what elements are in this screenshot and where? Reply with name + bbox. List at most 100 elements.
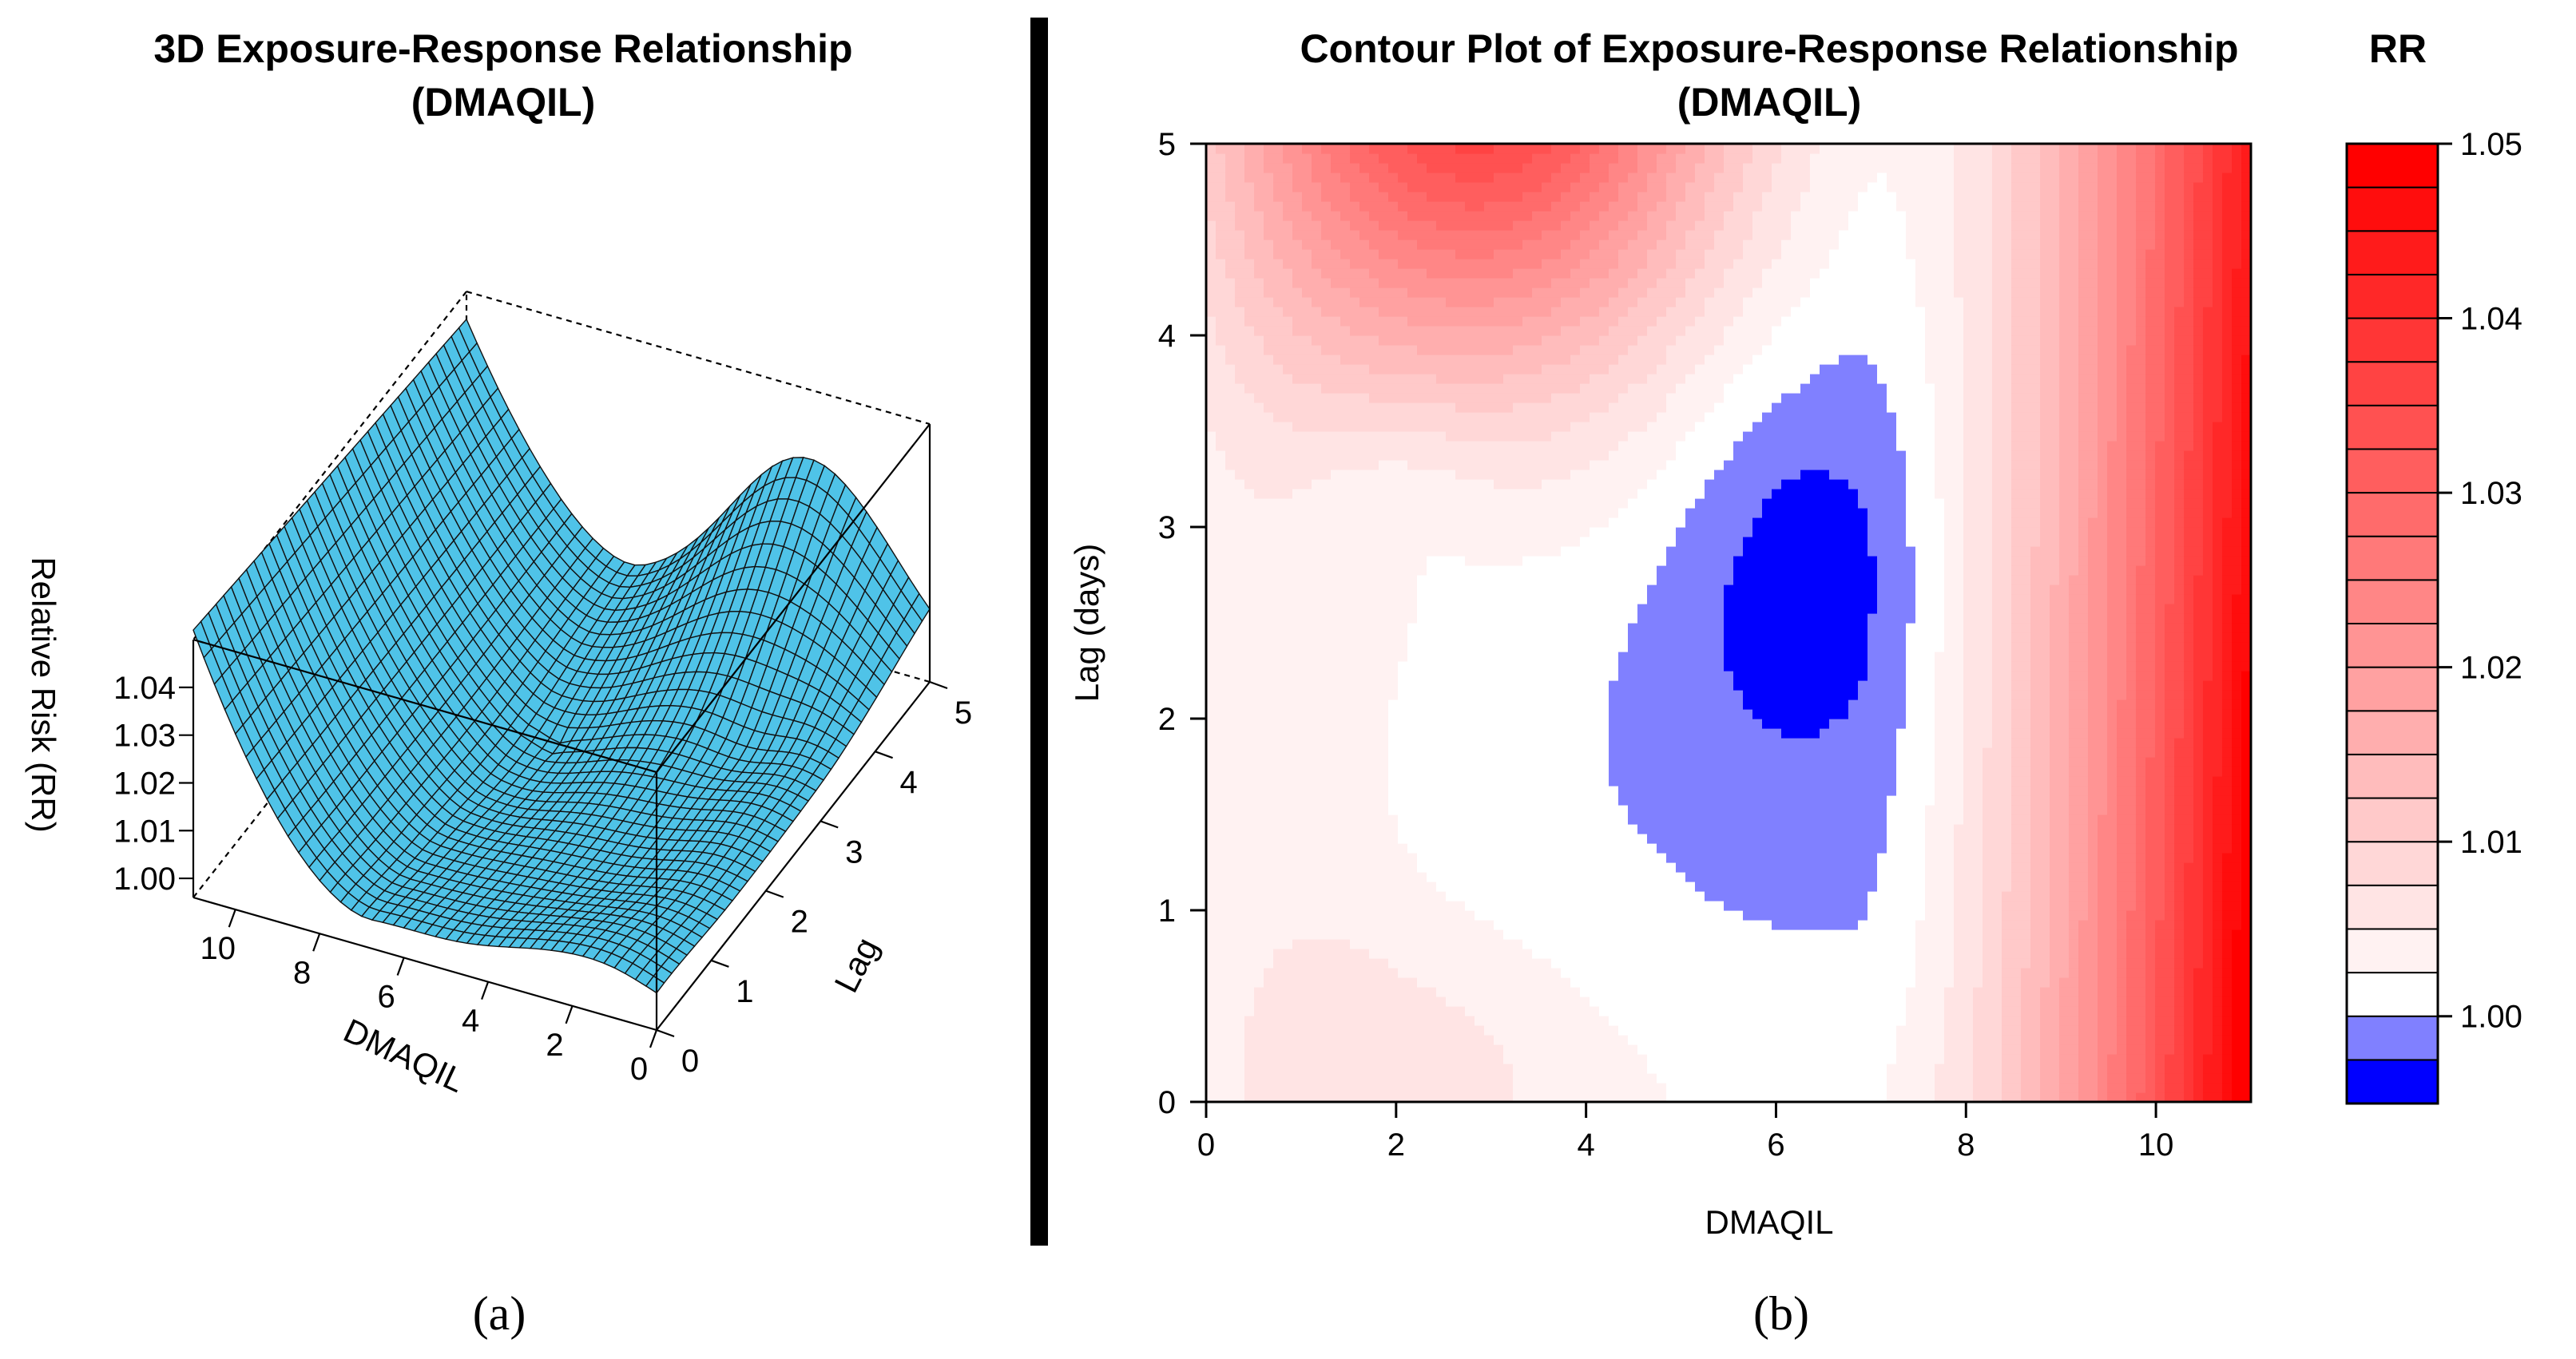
contour-cell bbox=[1321, 489, 1332, 499]
contour-cell bbox=[1436, 1025, 1447, 1036]
contour-cell bbox=[1359, 862, 1370, 873]
contour-cell bbox=[1417, 345, 1427, 355]
contour-cell bbox=[1398, 786, 1408, 796]
contour-cell bbox=[1455, 326, 1466, 336]
contour-cell bbox=[1369, 422, 1379, 432]
contour-cell bbox=[1350, 287, 1360, 298]
contour-cell bbox=[1427, 316, 1437, 327]
contour-cell bbox=[1379, 297, 1389, 307]
contour-cell bbox=[1359, 498, 1370, 509]
contour-cell bbox=[1494, 163, 1504, 173]
contour-cell bbox=[1407, 767, 1418, 777]
contour-cell bbox=[1417, 805, 1427, 815]
contour-cell bbox=[1484, 287, 1494, 298]
contour-cell bbox=[1244, 240, 1255, 250]
contour-cell bbox=[1369, 402, 1379, 413]
contour-cell bbox=[1513, 939, 1523, 949]
contour-cell bbox=[1369, 1073, 1379, 1084]
contour-cell bbox=[1216, 632, 1226, 643]
contour-cell bbox=[1427, 719, 1437, 729]
contour-cell bbox=[1331, 182, 1341, 192]
contour-cell bbox=[1244, 891, 1255, 901]
contour-cell bbox=[1235, 565, 1245, 576]
contour-cell bbox=[1302, 584, 1312, 595]
contour-cell bbox=[1283, 460, 1293, 470]
contour-cell bbox=[1407, 1044, 1418, 1055]
contour-cell bbox=[1321, 757, 1332, 767]
contour-cell bbox=[1321, 853, 1332, 863]
contour-cell bbox=[1503, 278, 1514, 288]
contour-cell bbox=[1369, 412, 1379, 422]
contour-cell bbox=[1427, 613, 1437, 624]
contour-cell bbox=[1446, 470, 1456, 480]
contour-cell bbox=[1235, 680, 1245, 691]
contour-cell bbox=[1283, 910, 1293, 921]
contour-cell bbox=[1398, 393, 1408, 403]
contour-cell bbox=[1244, 949, 1255, 959]
contour-cell bbox=[1494, 364, 1504, 374]
contour-cell bbox=[1206, 297, 1217, 307]
contour-cell bbox=[1388, 968, 1399, 978]
contour-cell bbox=[1379, 776, 1389, 786]
contour-cell bbox=[1475, 470, 1485, 480]
contour-cell bbox=[1359, 901, 1370, 911]
contour-cell bbox=[1302, 393, 1312, 403]
contour-cell bbox=[1503, 862, 1514, 873]
contour-cell bbox=[1494, 240, 1504, 250]
contour-cell bbox=[1398, 364, 1408, 374]
contour-cell bbox=[1379, 680, 1389, 691]
contour-cell bbox=[1321, 786, 1332, 796]
contour-cell bbox=[1513, 843, 1523, 854]
contour-cell bbox=[1331, 153, 1341, 164]
contour-cell bbox=[1379, 795, 1389, 806]
contour-cell bbox=[1494, 1073, 1504, 1084]
contour-cell bbox=[1494, 709, 1504, 719]
contour-cell bbox=[1225, 1035, 1236, 1045]
contour-cell bbox=[1244, 1025, 1255, 1036]
contour-cell bbox=[1264, 374, 1274, 384]
contour-cell bbox=[1350, 604, 1360, 614]
contour-cell bbox=[1446, 460, 1456, 470]
z-tick-label-a: 1.01 bbox=[113, 814, 176, 849]
contour-cell bbox=[1398, 968, 1408, 978]
contour-cell bbox=[1206, 642, 1217, 652]
contour-cell bbox=[1340, 450, 1351, 461]
contour-cell bbox=[1446, 613, 1456, 624]
contour-cell bbox=[1350, 1025, 1360, 1036]
contour-cell bbox=[1513, 498, 1523, 509]
contour-cell bbox=[1264, 470, 1274, 480]
contour-cell bbox=[1254, 393, 1264, 403]
contour-cell bbox=[1427, 383, 1437, 394]
contour-cell bbox=[1244, 939, 1255, 949]
contour-cell bbox=[1340, 747, 1351, 758]
contour-cell bbox=[1235, 642, 1245, 652]
contour-cell bbox=[1398, 843, 1408, 854]
contour-cell bbox=[1225, 470, 1236, 480]
contour-cell bbox=[1484, 364, 1494, 374]
contour-cell bbox=[1379, 287, 1389, 298]
contour-cell bbox=[1465, 623, 1475, 633]
y-tick-a bbox=[656, 1028, 675, 1038]
contour-cell bbox=[1465, 776, 1475, 786]
contour-cell bbox=[1312, 383, 1322, 394]
contour-cell bbox=[1398, 355, 1408, 365]
contour-cell bbox=[1340, 537, 1351, 547]
contour-cell bbox=[1407, 853, 1418, 863]
contour-cell bbox=[1283, 470, 1293, 480]
contour-cell bbox=[1292, 1035, 1303, 1045]
contour-cell bbox=[1302, 814, 1312, 825]
contour-cell bbox=[1388, 489, 1399, 499]
contour-cell bbox=[1264, 632, 1274, 643]
contour-cell bbox=[1388, 757, 1399, 767]
contour-cell bbox=[1484, 422, 1494, 432]
contour-cell bbox=[1283, 795, 1293, 806]
contour-cell bbox=[1503, 249, 1514, 260]
contour-cell bbox=[1388, 1016, 1399, 1026]
contour-cell bbox=[1475, 220, 1485, 231]
contour-cell bbox=[1225, 594, 1236, 604]
contour-cell bbox=[1436, 297, 1447, 307]
contour-cell bbox=[1417, 326, 1427, 336]
contour-cell bbox=[1379, 891, 1389, 901]
contour-cell bbox=[1455, 249, 1466, 260]
contour-cell bbox=[1244, 211, 1255, 221]
